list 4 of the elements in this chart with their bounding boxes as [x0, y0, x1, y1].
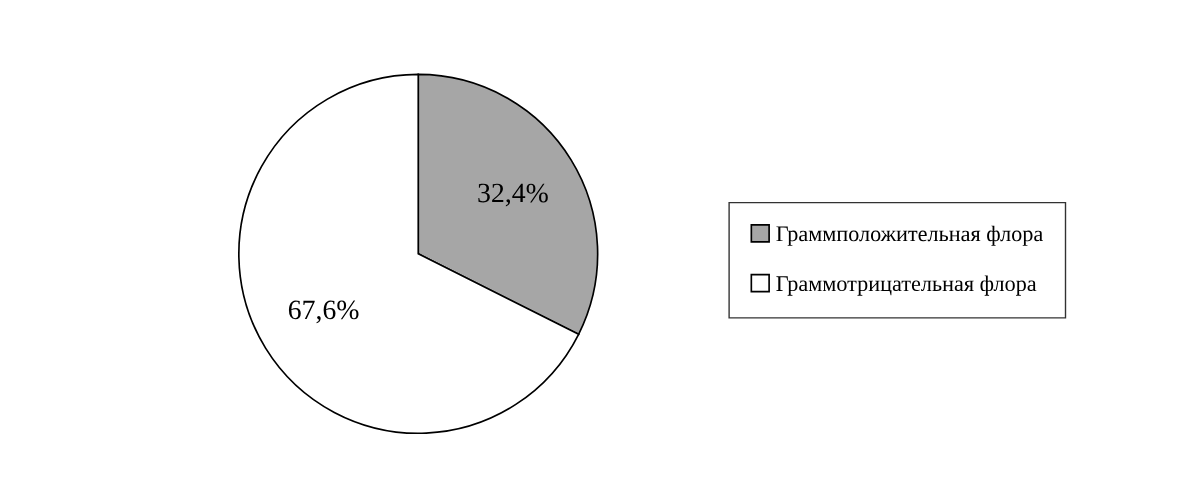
legend-label: Граммотрицательная флора [776, 275, 1037, 296]
data-label: 32,4% [478, 183, 548, 207]
legend-label: Граммположительная флора [776, 225, 1043, 246]
data-label: 67,6% [288, 300, 359, 324]
